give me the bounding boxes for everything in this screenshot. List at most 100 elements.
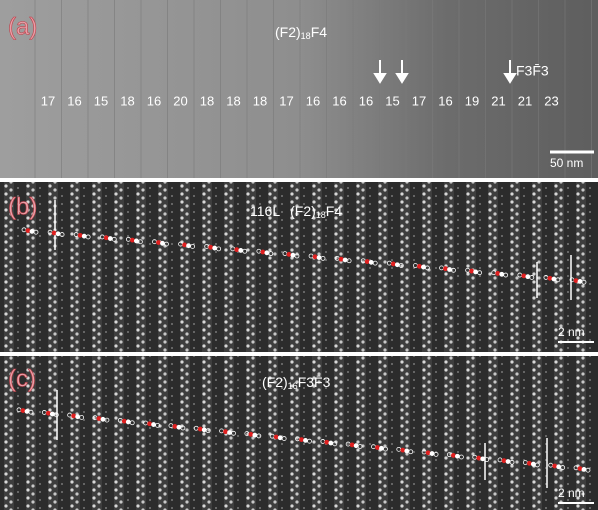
- atom-marker: [100, 416, 106, 422]
- panel-b-image: [0, 182, 598, 352]
- atom-marker: [398, 263, 404, 268]
- atom-marker: [29, 228, 35, 234]
- panel-title: (F2)18F4: [275, 24, 327, 42]
- atom-marker: [25, 228, 31, 234]
- atom-marker: [364, 259, 370, 264]
- atom-marker: [338, 256, 344, 262]
- atom-marker: [227, 430, 232, 435]
- layer-count: 20: [173, 93, 187, 108]
- atom-marker: [24, 408, 30, 414]
- layer-count: 16: [359, 93, 373, 108]
- panel-label: (c): [8, 365, 36, 392]
- atom-marker: [303, 437, 308, 443]
- atom-marker: [238, 248, 244, 253]
- atom-marker: [172, 424, 178, 429]
- boundary-lines: [54, 200, 572, 488]
- atom-marker: [480, 456, 486, 462]
- atom-marker: [79, 415, 85, 420]
- layer-count: 15: [94, 93, 108, 108]
- atom-marker: [231, 430, 236, 436]
- atom-marker: [281, 436, 287, 441]
- atom-marker: [77, 232, 83, 238]
- atom-marker: [121, 418, 127, 424]
- atom-marker: [164, 241, 169, 247]
- atom-marker: [151, 422, 156, 427]
- layer-count: 19: [465, 93, 479, 108]
- atom-marker: [499, 271, 505, 277]
- atom-marker: [495, 271, 501, 276]
- atom-marker: [473, 269, 479, 275]
- panel-label: (b): [8, 193, 37, 220]
- atom-marker: [505, 459, 511, 464]
- atom-marker: [155, 422, 160, 428]
- atom-marker: [429, 451, 435, 456]
- atom-marker: [573, 278, 579, 284]
- atom-marker: [299, 437, 304, 443]
- atom-marker: [260, 249, 266, 255]
- atom-marker: [197, 426, 203, 432]
- atom-marker: [332, 441, 338, 447]
- atom-marker: [455, 453, 460, 459]
- atom-marker: [394, 262, 400, 268]
- atom-marker: [447, 267, 452, 272]
- atom-marker: [451, 453, 456, 458]
- atom-marker: [49, 411, 55, 417]
- arrows: [373, 60, 517, 84]
- atom-marker: [147, 421, 152, 427]
- layer-count: 23: [544, 93, 558, 108]
- layer-count: 16: [438, 93, 452, 108]
- atom-marker: [264, 250, 270, 256]
- atom-marker: [223, 429, 228, 435]
- atom-marker: [581, 466, 587, 472]
- atom-marker: [404, 448, 410, 454]
- layer-count: 17: [41, 93, 55, 108]
- atom-marker: [400, 447, 406, 453]
- atom-marker: [484, 457, 490, 463]
- atom-marker: [459, 454, 464, 460]
- atom-marker: [75, 414, 81, 420]
- atom-marker: [190, 244, 195, 249]
- atom-marker: [273, 434, 279, 440]
- atom-marker: [421, 264, 426, 270]
- atom-marker: [555, 277, 561, 283]
- layer-count: 16: [332, 93, 346, 108]
- atom-marker: [368, 259, 374, 265]
- atom-marker: [476, 455, 482, 461]
- layer-count: 18: [200, 93, 214, 108]
- atom-marker: [103, 235, 109, 241]
- atom-marker: [585, 467, 591, 473]
- atom-marker: [577, 466, 583, 472]
- atom-marker: [234, 247, 240, 253]
- atom-marker: [242, 248, 248, 254]
- atom-marker: [85, 234, 91, 240]
- atom-marker: [433, 451, 439, 457]
- atom-marker: [312, 254, 318, 260]
- atom-marker: [320, 255, 326, 261]
- atom-marker: [349, 442, 355, 448]
- atom-marker: [180, 425, 186, 431]
- atom-marker: [59, 232, 65, 237]
- panel-label: (a): [8, 13, 37, 40]
- atom-marker: [581, 279, 587, 285]
- panel-title: 116L (F2)18F4: [250, 203, 342, 221]
- atom-marker: [390, 261, 396, 267]
- atom-marker: [45, 410, 51, 416]
- atom-marker: [342, 257, 348, 263]
- atom-marker: [28, 409, 34, 415]
- atom-marker: [526, 460, 532, 466]
- panel-a-image: [0, 0, 598, 178]
- atom-marker: [290, 252, 296, 258]
- atom-marker: [408, 449, 414, 455]
- layer-count: 17: [279, 93, 293, 108]
- layer-count: 16: [306, 93, 320, 108]
- layer-count: 16: [147, 93, 161, 108]
- scale-bar-label: 2 nm: [558, 486, 585, 500]
- atom-marker: [547, 275, 553, 281]
- atom-marker: [521, 273, 527, 279]
- atom-marker: [129, 237, 135, 243]
- atom-marker: [252, 432, 258, 438]
- atom-marker: [551, 276, 557, 282]
- atom-marker: [534, 462, 540, 468]
- atom-marker: [182, 242, 187, 248]
